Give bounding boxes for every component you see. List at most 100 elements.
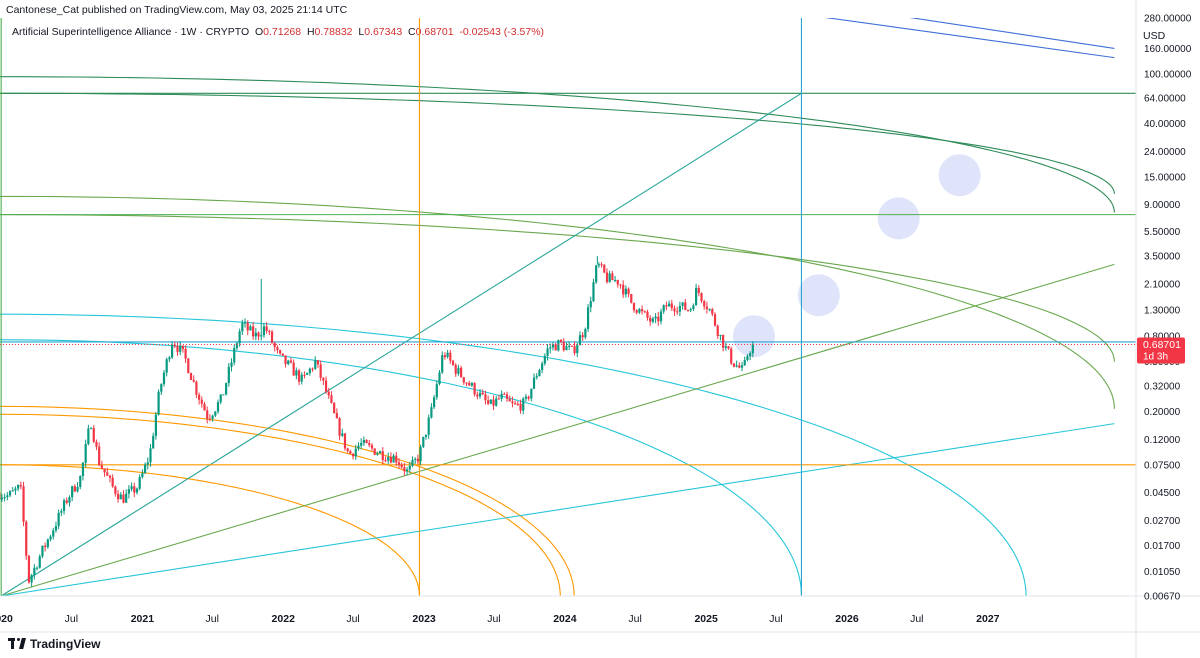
candle-body-6	[14, 488, 17, 491]
candle-body-188	[505, 394, 509, 399]
candle-body-128	[343, 433, 347, 449]
candle-body-63	[168, 357, 171, 360]
candle-body-187	[503, 393, 506, 395]
currency-label[interactable]: USD	[1143, 30, 1166, 42]
candle-body-90	[241, 322, 244, 332]
candle-body-238	[640, 309, 644, 312]
fib-arc-0	[0, 76, 1115, 213]
candle-body-179	[481, 392, 484, 395]
candle-body-99	[265, 326, 268, 331]
candle-body-91	[243, 322, 247, 324]
candle-body-13	[33, 567, 36, 576]
symbol-name[interactable]: Artificial Superintelligence Alliance · …	[12, 26, 250, 38]
candle-body-178	[478, 392, 482, 397]
candle-body-173	[465, 382, 468, 384]
candle-body-183	[492, 399, 495, 406]
x-tick-label-1: Jul	[65, 613, 78, 625]
candle-body-133	[357, 445, 360, 449]
candle-body-134	[360, 442, 363, 446]
candle-body-160	[430, 407, 433, 418]
y-tick-label-11: 1.30000	[1144, 305, 1181, 316]
candle-body-192	[516, 403, 519, 405]
candle-body-94	[252, 326, 255, 337]
candle-body-226	[608, 273, 611, 283]
candle-body-8	[19, 484, 22, 487]
candle-body-229	[616, 279, 619, 285]
y-tick-label-7: 9.00000	[1144, 200, 1181, 211]
candle-body-193	[519, 403, 522, 411]
candle-body-84	[225, 383, 228, 395]
x-tick-label-0: 2020	[0, 613, 13, 625]
candle-body-136	[365, 439, 368, 444]
candle-body-7	[17, 484, 20, 489]
candle-body-70	[187, 358, 190, 374]
candle-body-65	[173, 344, 176, 347]
candle-body-74	[198, 394, 201, 400]
candle-body-68	[181, 345, 185, 349]
publisher-line: Cantonese_Cat published on TradingView.c…	[6, 4, 348, 16]
y-tick-label-12: 0.80000	[1144, 332, 1181, 343]
candle-body-148	[397, 462, 401, 465]
candle-body-234	[630, 293, 633, 303]
candle-body-214	[576, 345, 579, 354]
candle-body-66	[176, 346, 179, 352]
candle-body-252	[678, 305, 682, 312]
candle-body-211	[568, 345, 571, 347]
y-tick-label-20: 0.01700	[1144, 541, 1181, 552]
candle-body-119	[319, 364, 322, 378]
candle-body-190	[511, 401, 514, 404]
tradingview-logo[interactable]: TradingView	[8, 637, 100, 651]
x-tick-label-5: Jul	[346, 613, 359, 625]
candle-body-138	[370, 445, 374, 449]
candle-body-132	[354, 448, 357, 457]
candle-body-159	[427, 417, 430, 435]
y-tick-label-0: 280.00000	[1144, 14, 1192, 25]
candle-body-170	[457, 367, 460, 374]
candle-body-242	[651, 318, 654, 322]
candle-body-228	[613, 279, 617, 281]
candle-body-144	[387, 457, 390, 461]
candle-body-45	[119, 494, 122, 500]
candle-body-46	[122, 494, 125, 503]
candle-body-206	[554, 344, 557, 351]
candle-body-27	[71, 486, 74, 498]
candle-body-248	[667, 303, 671, 307]
open-value: 0.71268	[263, 26, 302, 38]
candle-body-57	[152, 435, 155, 449]
candle-body-139	[373, 448, 376, 455]
candle-body-130	[349, 451, 352, 454]
candle-body-86	[230, 362, 233, 367]
candle-body-257	[692, 305, 695, 310]
candle-body-21	[54, 526, 58, 531]
candle-body-203	[546, 348, 549, 356]
candle-body-227	[611, 273, 614, 281]
candle-body-51	[135, 488, 139, 493]
candle-body-165	[443, 355, 447, 358]
candle-body-180	[484, 394, 487, 401]
candle-body-278	[749, 353, 752, 357]
candle-body-239	[643, 311, 646, 313]
candle-body-217	[584, 328, 587, 338]
candle-body-67	[179, 345, 182, 352]
candle-body-54	[143, 464, 147, 474]
candle-body-80	[214, 411, 217, 416]
candle-body-209	[562, 342, 565, 351]
candle-body-112	[300, 374, 303, 382]
candle-body-233	[627, 288, 630, 294]
candle-body-145	[389, 457, 392, 463]
trend-line-2	[1, 423, 1115, 596]
candle-body-175	[470, 383, 474, 386]
candle-body-104	[279, 350, 282, 354]
candle-body-81	[216, 402, 220, 412]
candle-body-35	[92, 428, 95, 442]
candle-body-16	[41, 545, 44, 557]
candle-body-269	[724, 346, 727, 348]
candle-body-152	[408, 465, 411, 470]
candle-body-153	[411, 459, 414, 466]
candle-body-231	[622, 284, 625, 295]
candle-body-10	[25, 521, 28, 556]
candle-body-42	[111, 477, 114, 487]
y-tick-label-16: 0.12000	[1144, 435, 1181, 446]
x-tick-label-6: 2023	[412, 613, 436, 625]
